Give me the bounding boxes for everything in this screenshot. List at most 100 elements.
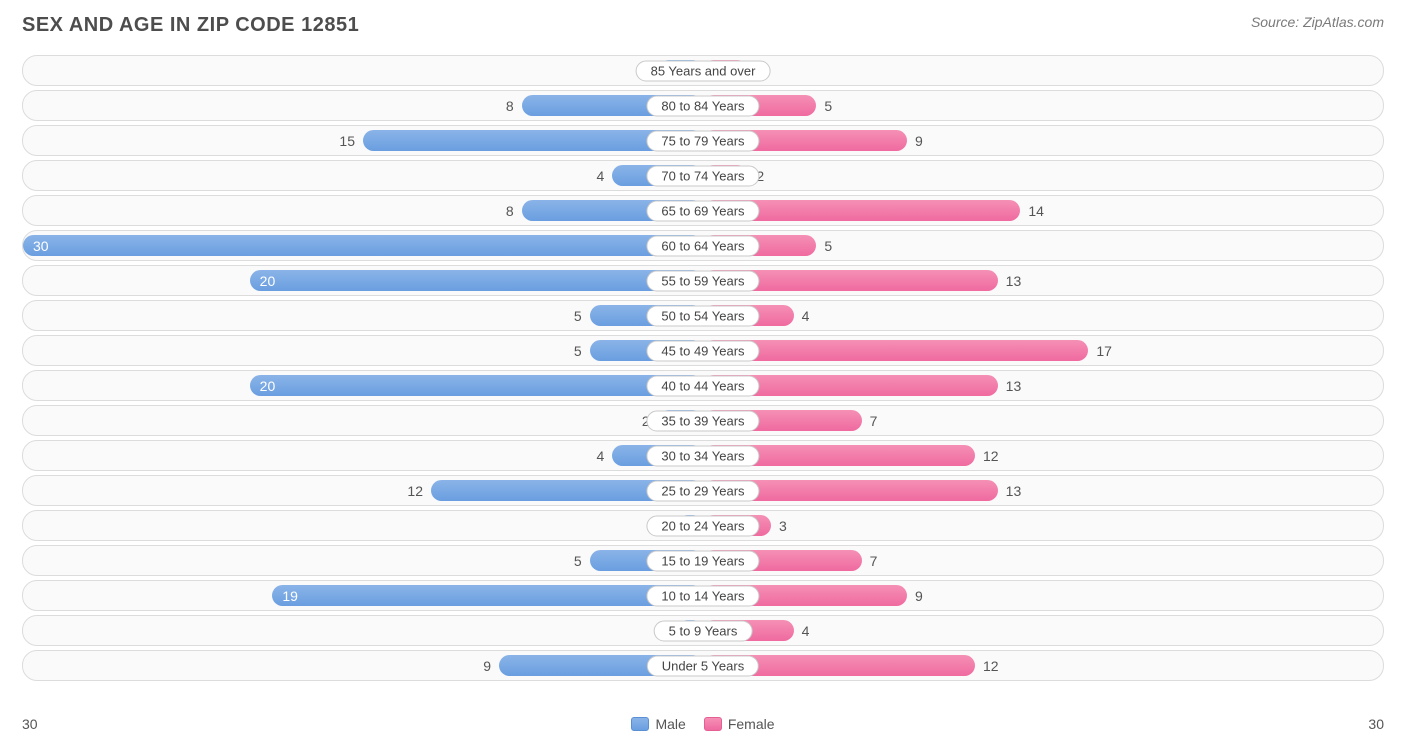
age-category-badge: 45 to 49 Years xyxy=(646,340,759,361)
male-value: 5 xyxy=(574,308,582,324)
female-value: 3 xyxy=(779,518,787,534)
legend-male: Male xyxy=(631,716,685,732)
pyramid-row: 12 13 25 to 29 Years xyxy=(22,475,1384,506)
male-value: 20 xyxy=(260,273,276,289)
male-half: 8 xyxy=(23,91,703,120)
female-value: 17 xyxy=(1096,343,1112,359)
male-half: 15 xyxy=(23,126,703,155)
chart-title: SEX AND AGE IN ZIP CODE 12851 xyxy=(22,14,359,37)
legend: Male Female xyxy=(631,716,774,732)
male-half: 12 xyxy=(23,476,703,505)
male-half: 9 xyxy=(23,651,703,680)
female-half: 2 xyxy=(703,161,1383,190)
male-half: 4 xyxy=(23,441,703,470)
female-value: 7 xyxy=(870,413,878,429)
female-value: 9 xyxy=(915,588,923,604)
footer: 30 Male Female 30 xyxy=(22,716,1384,732)
female-value: 7 xyxy=(870,553,878,569)
female-value: 5 xyxy=(824,238,832,254)
male-half: 0 xyxy=(23,616,703,645)
pyramid-row: 41230 to 34 Years xyxy=(22,440,1384,471)
male-value: 4 xyxy=(597,448,605,464)
age-category-badge: 65 to 69 Years xyxy=(646,200,759,221)
age-category-badge: 25 to 29 Years xyxy=(646,480,759,501)
male-value: 8 xyxy=(506,203,514,219)
population-pyramid: 2285 Years and over8580 to 84 Years15975… xyxy=(22,55,1384,706)
pyramid-row: 5 4 50 to 54 Years xyxy=(22,300,1384,331)
age-category-badge: 10 to 14 Years xyxy=(646,585,759,606)
pyramid-row: 4 270 to 74 Years xyxy=(22,160,1384,191)
male-value: 4 xyxy=(597,168,605,184)
male-half: 0 xyxy=(23,511,703,540)
male-bar xyxy=(250,270,703,291)
axis-max-right: 30 xyxy=(1368,716,1384,732)
male-half: 2 xyxy=(23,56,703,85)
male-value: 20 xyxy=(260,378,276,394)
female-value: 13 xyxy=(1006,273,1022,289)
male-value: 12 xyxy=(407,483,423,499)
pyramid-row: 8 14 65 to 69 Years xyxy=(22,195,1384,226)
female-value: 4 xyxy=(802,623,810,639)
chart-container: SEX AND AGE IN ZIP CODE 12851 Source: Zi… xyxy=(0,0,1406,740)
female-value: 12 xyxy=(983,448,999,464)
age-category-badge: 75 to 79 Years xyxy=(646,130,759,151)
age-category-badge: 35 to 39 Years xyxy=(646,410,759,431)
male-half: 4 xyxy=(23,161,703,190)
female-value: 5 xyxy=(824,98,832,114)
male-bar xyxy=(272,585,703,606)
female-half: 13 xyxy=(703,476,1383,505)
age-category-badge: Under 5 Years xyxy=(647,655,759,676)
age-category-badge: 70 to 74 Years xyxy=(646,165,759,186)
female-value: 13 xyxy=(1006,378,1022,394)
male-half: 5 xyxy=(23,336,703,365)
pyramid-row: 30560 to 64 Years xyxy=(22,230,1384,261)
female-swatch-icon xyxy=(704,717,722,731)
female-half: 17 xyxy=(703,336,1383,365)
age-category-badge: 5 to 9 Years xyxy=(654,620,753,641)
pyramid-row: 19 9 10 to 14 Years xyxy=(22,580,1384,611)
male-bar xyxy=(250,375,703,396)
pyramid-row: 5715 to 19 Years xyxy=(22,545,1384,576)
age-category-badge: 50 to 54 Years xyxy=(646,305,759,326)
source-label: Source: ZipAtlas.com xyxy=(1251,14,1384,30)
female-half: 12 xyxy=(703,651,1383,680)
pyramid-row: 2285 Years and over xyxy=(22,55,1384,86)
female-bar xyxy=(703,340,1088,361)
female-value: 9 xyxy=(915,133,923,149)
female-half: 3 xyxy=(703,511,1383,540)
female-value: 12 xyxy=(983,658,999,674)
male-value: 19 xyxy=(282,588,298,604)
male-value: 9 xyxy=(483,658,491,674)
legend-female-label: Female xyxy=(728,716,775,732)
female-value: 13 xyxy=(1006,483,1022,499)
age-category-badge: 85 Years and over xyxy=(636,60,771,81)
female-half: 7 xyxy=(703,406,1383,435)
pyramid-row: 5 17 45 to 49 Years xyxy=(22,335,1384,366)
female-half: 14 xyxy=(703,196,1383,225)
female-half: 4 xyxy=(703,616,1383,645)
male-half: 20 xyxy=(23,266,703,295)
header: SEX AND AGE IN ZIP CODE 12851 Source: Zi… xyxy=(22,14,1384,37)
age-category-badge: 55 to 59 Years xyxy=(646,270,759,291)
female-half: 9 xyxy=(703,126,1383,155)
female-value: 4 xyxy=(802,308,810,324)
female-half: 13 xyxy=(703,266,1383,295)
male-value: 8 xyxy=(506,98,514,114)
female-half: 5 xyxy=(703,91,1383,120)
female-half: 2 xyxy=(703,56,1383,85)
male-value: 15 xyxy=(339,133,355,149)
female-half: 13 xyxy=(703,371,1383,400)
pyramid-row: 2 7 35 to 39 Years xyxy=(22,405,1384,436)
legend-female: Female xyxy=(704,716,775,732)
female-half: 5 xyxy=(703,231,1383,260)
male-half: 5 xyxy=(23,546,703,575)
female-value: 14 xyxy=(1028,203,1044,219)
male-swatch-icon xyxy=(631,717,649,731)
pyramid-row: 201340 to 44 Years xyxy=(22,370,1384,401)
female-half: 9 xyxy=(703,581,1383,610)
age-category-badge: 60 to 64 Years xyxy=(646,235,759,256)
male-half: 5 xyxy=(23,301,703,330)
female-half: 4 xyxy=(703,301,1383,330)
male-half: 2 xyxy=(23,406,703,435)
pyramid-row: 15 9 75 to 79 Years xyxy=(22,125,1384,156)
